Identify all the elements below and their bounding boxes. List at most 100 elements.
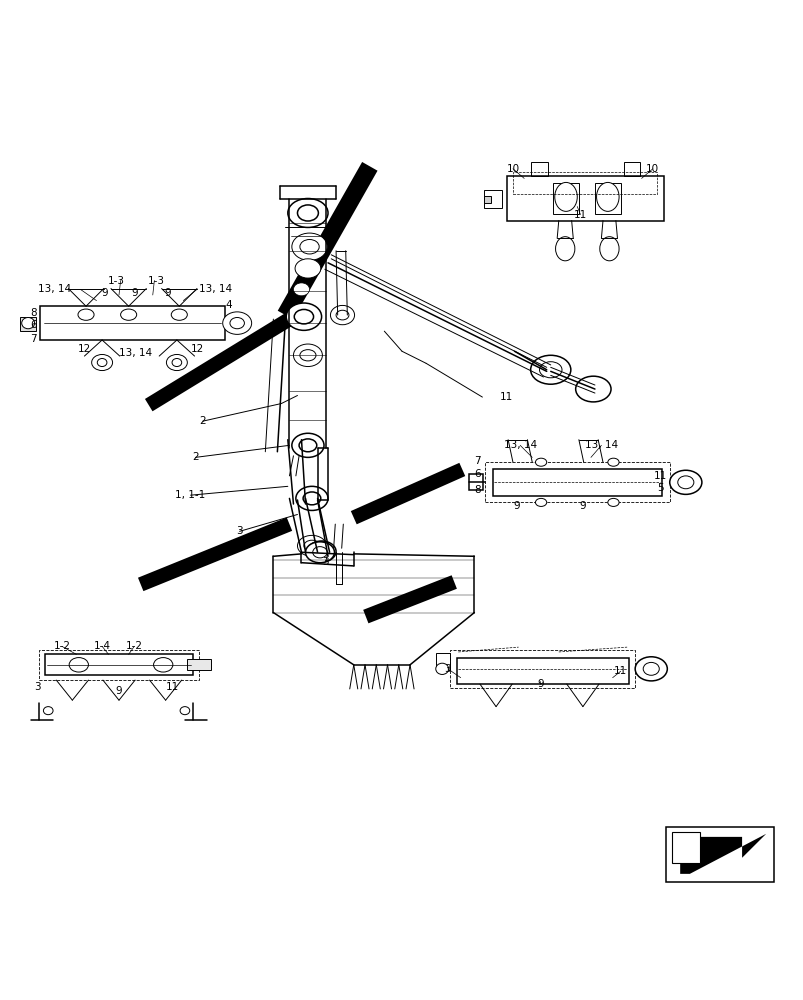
Text: 3: 3 bbox=[444, 664, 450, 674]
Bar bbox=[187, 659, 211, 670]
Text: 13, 14: 13, 14 bbox=[198, 284, 232, 294]
Ellipse shape bbox=[171, 309, 187, 320]
Bar bbox=[468, 474, 483, 490]
Ellipse shape bbox=[435, 663, 448, 674]
Text: 1, 1-1: 1, 1-1 bbox=[175, 490, 206, 500]
Bar bbox=[623, 162, 639, 176]
Bar bbox=[40, 306, 225, 340]
Ellipse shape bbox=[92, 354, 112, 371]
Ellipse shape bbox=[287, 199, 328, 227]
Polygon shape bbox=[138, 517, 291, 591]
Polygon shape bbox=[350, 463, 465, 524]
Polygon shape bbox=[679, 834, 765, 874]
Ellipse shape bbox=[43, 707, 53, 715]
Text: 13, 14: 13, 14 bbox=[503, 440, 536, 450]
Ellipse shape bbox=[535, 498, 546, 506]
Ellipse shape bbox=[575, 376, 610, 402]
Bar bbox=[594, 183, 620, 214]
Ellipse shape bbox=[120, 309, 137, 320]
Text: 11: 11 bbox=[166, 682, 179, 692]
Text: 9: 9 bbox=[536, 679, 543, 689]
Text: 1-3: 1-3 bbox=[108, 276, 125, 286]
Text: 10: 10 bbox=[506, 164, 519, 174]
Ellipse shape bbox=[295, 259, 320, 278]
Text: 11: 11 bbox=[613, 666, 626, 676]
Ellipse shape bbox=[535, 458, 546, 466]
Ellipse shape bbox=[555, 237, 574, 261]
Bar bbox=[671, 832, 699, 863]
Text: 1-4: 1-4 bbox=[93, 641, 111, 651]
Bar bbox=[484, 462, 669, 502]
Ellipse shape bbox=[172, 358, 181, 367]
Ellipse shape bbox=[297, 205, 318, 221]
Ellipse shape bbox=[539, 362, 561, 378]
Text: 7: 7 bbox=[31, 334, 37, 344]
Ellipse shape bbox=[677, 476, 693, 489]
Ellipse shape bbox=[222, 312, 251, 334]
Text: 13, 14: 13, 14 bbox=[584, 440, 618, 450]
Text: 9: 9 bbox=[101, 288, 108, 298]
Ellipse shape bbox=[554, 182, 577, 211]
Ellipse shape bbox=[596, 182, 618, 211]
Text: 2: 2 bbox=[192, 452, 198, 462]
Text: 8: 8 bbox=[31, 308, 37, 318]
Ellipse shape bbox=[293, 344, 322, 367]
Ellipse shape bbox=[634, 657, 666, 681]
Text: 12: 12 bbox=[78, 344, 91, 354]
Ellipse shape bbox=[336, 310, 349, 320]
Text: 8: 8 bbox=[474, 485, 480, 495]
Ellipse shape bbox=[607, 458, 618, 466]
Ellipse shape bbox=[291, 233, 327, 260]
Ellipse shape bbox=[303, 492, 320, 505]
Bar bbox=[552, 183, 578, 214]
Text: 9: 9 bbox=[513, 501, 520, 511]
Text: 1-3: 1-3 bbox=[148, 276, 165, 286]
Ellipse shape bbox=[300, 240, 319, 254]
Text: 7: 7 bbox=[474, 456, 480, 466]
Ellipse shape bbox=[22, 317, 35, 329]
Bar bbox=[435, 653, 450, 670]
Text: 10: 10 bbox=[646, 164, 658, 174]
Ellipse shape bbox=[294, 309, 313, 324]
Bar bbox=[492, 469, 661, 496]
Text: 9: 9 bbox=[579, 501, 585, 511]
Ellipse shape bbox=[300, 350, 316, 361]
Ellipse shape bbox=[330, 305, 354, 325]
Bar bbox=[512, 172, 657, 194]
Text: 12: 12 bbox=[190, 344, 203, 354]
Ellipse shape bbox=[299, 439, 316, 452]
Text: 3: 3 bbox=[322, 557, 328, 567]
Ellipse shape bbox=[97, 358, 107, 367]
Ellipse shape bbox=[153, 658, 173, 672]
Bar bbox=[45, 654, 193, 675]
Bar bbox=[20, 317, 36, 331]
Polygon shape bbox=[277, 162, 377, 319]
Ellipse shape bbox=[312, 547, 327, 558]
Polygon shape bbox=[145, 313, 293, 411]
Text: 9: 9 bbox=[164, 288, 170, 298]
Ellipse shape bbox=[293, 283, 309, 296]
Bar bbox=[39, 650, 199, 680]
Bar bbox=[483, 190, 501, 208]
Ellipse shape bbox=[166, 354, 187, 371]
Ellipse shape bbox=[305, 542, 334, 563]
Text: 9: 9 bbox=[116, 686, 122, 696]
Text: 2: 2 bbox=[199, 416, 206, 426]
Text: 11: 11 bbox=[499, 392, 512, 402]
Bar bbox=[531, 162, 547, 176]
Text: 1-2: 1-2 bbox=[53, 641, 71, 651]
Text: 6: 6 bbox=[31, 320, 37, 330]
Ellipse shape bbox=[291, 433, 324, 457]
Polygon shape bbox=[363, 575, 456, 623]
Text: 9: 9 bbox=[132, 288, 138, 298]
Text: 11: 11 bbox=[654, 471, 666, 481]
Ellipse shape bbox=[78, 309, 94, 320]
Text: 5: 5 bbox=[657, 483, 663, 493]
Text: 13, 14: 13, 14 bbox=[118, 348, 152, 358]
Ellipse shape bbox=[607, 498, 618, 506]
Ellipse shape bbox=[669, 470, 701, 494]
Ellipse shape bbox=[599, 237, 618, 261]
Ellipse shape bbox=[530, 355, 570, 384]
Ellipse shape bbox=[286, 303, 321, 330]
Text: 13, 14: 13, 14 bbox=[38, 284, 71, 294]
